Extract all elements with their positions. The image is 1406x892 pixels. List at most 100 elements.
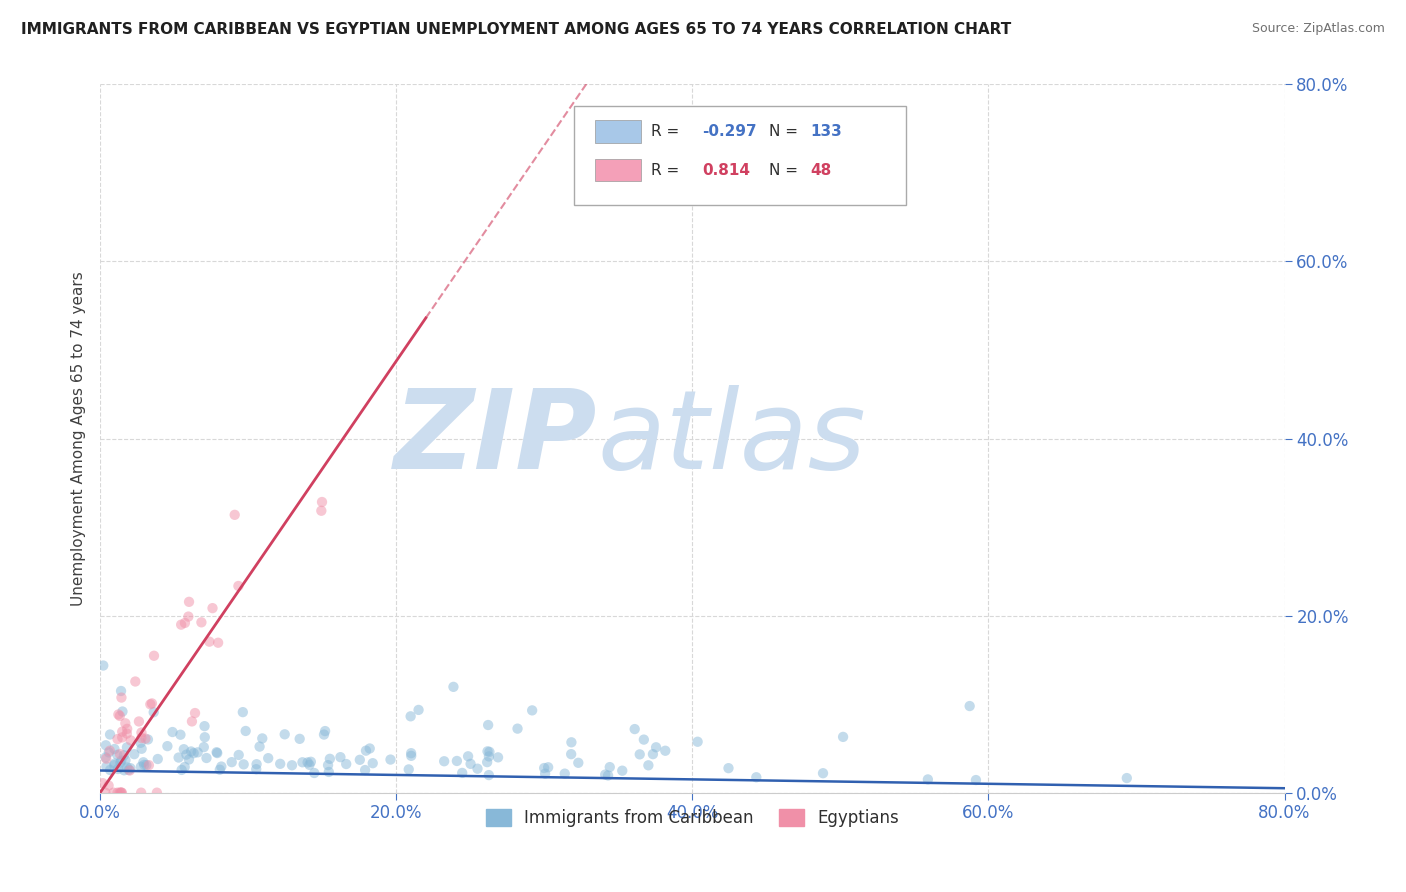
Point [110,684,132,698]
Point [173,760,195,774]
Point [141,697,163,711]
Point [299,755,322,769]
Point [443,680,465,694]
Point [107,786,129,800]
Point [111,786,134,800]
Point [460,756,482,771]
Point [193,740,215,755]
Point [111,705,134,719]
Point [628,747,651,762]
Point [398,763,420,777]
Point [612,764,634,778]
Point [111,724,134,739]
Point [637,758,659,772]
Point [97,745,120,759]
Point [506,722,529,736]
Point [143,648,166,663]
Point [633,732,655,747]
Point [832,730,855,744]
Point [298,757,321,772]
Point [129,760,152,774]
Point [478,749,501,764]
Text: -0.297: -0.297 [702,124,756,138]
Point [319,752,342,766]
Point [103,758,125,772]
Point [138,758,160,772]
Point [959,699,981,714]
Point [174,615,197,630]
Point [176,747,198,762]
Point [207,746,229,760]
Point [108,709,131,723]
Point [98,727,121,741]
Point [135,758,157,772]
Point [478,768,501,782]
Point [228,579,250,593]
Point [104,756,127,771]
Point [169,728,191,742]
Point [187,745,209,759]
Point [316,758,339,772]
Point [249,739,271,754]
Point [232,757,254,772]
Point [181,714,204,729]
Point [120,761,142,775]
Point [399,746,422,760]
Point [288,731,311,746]
Point [380,753,402,767]
Point [107,762,129,776]
Point [98,744,121,758]
Point [354,744,377,758]
Point [107,732,129,747]
Point [146,786,169,800]
Point [112,748,135,763]
Point [399,709,422,723]
Point [311,495,333,509]
Point [446,754,468,768]
Point [190,615,212,630]
Point [235,723,257,738]
Point [475,755,498,769]
Point [745,770,768,784]
Point [120,733,142,747]
Point [129,736,152,750]
Point [118,763,141,777]
Point [245,757,267,772]
Point [194,730,217,744]
Point [103,786,125,800]
Point [112,764,135,778]
Point [177,609,200,624]
Point [118,764,141,778]
Point [408,703,430,717]
Point [136,732,159,747]
Point [107,707,129,722]
Point [467,762,489,776]
Point [297,756,319,770]
Point [170,763,193,777]
Point [329,750,352,764]
Text: ZIP: ZIP [394,385,598,492]
Point [359,741,381,756]
Text: R =: R = [651,124,683,138]
Point [273,727,295,741]
Point [97,779,120,793]
Point [477,718,499,732]
Point [560,747,582,761]
Point [173,742,195,756]
Text: IMMIGRANTS FROM CARIBBEAN VS EGYPTIAN UNEMPLOYMENT AMONG AGES 65 TO 74 YEARS COR: IMMIGRANTS FROM CARIBBEAN VS EGYPTIAN UN… [21,22,1011,37]
Point [195,751,218,765]
Point [451,766,474,780]
Point [134,731,156,746]
Point [318,764,340,779]
Point [354,763,377,777]
Point [205,745,228,759]
Point [177,752,200,766]
Point [641,747,664,761]
Point [105,747,128,762]
Point [599,760,621,774]
Point [142,705,165,719]
Point [110,756,132,770]
Point [132,756,155,770]
Point [128,714,150,729]
Point [162,725,184,739]
